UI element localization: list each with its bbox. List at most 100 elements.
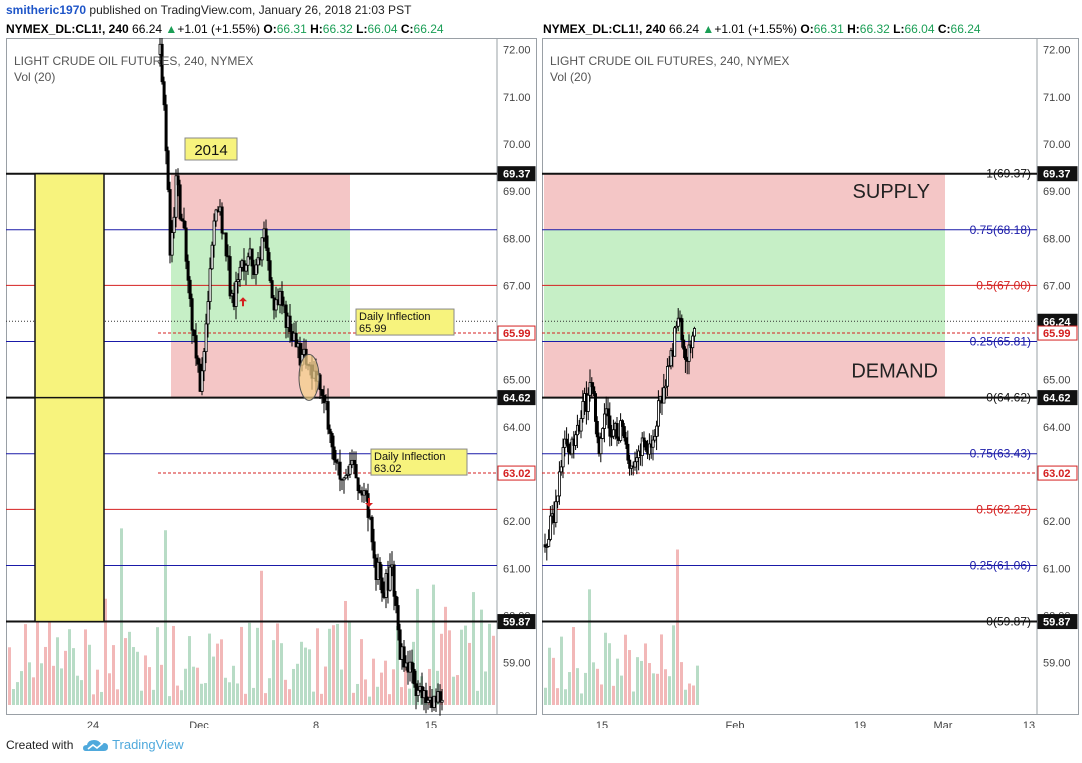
candle-body xyxy=(370,516,374,543)
author-link[interactable]: smitheric1970 xyxy=(6,3,87,17)
left-chart[interactable]: 72.0071.0070.0069.0068.0067.0066.0065.00… xyxy=(6,38,537,728)
candle-body xyxy=(653,435,657,441)
volume-bar xyxy=(356,683,359,705)
volume-bar xyxy=(396,626,399,705)
candle-body xyxy=(244,264,248,272)
candle-body xyxy=(610,435,614,438)
volume-bar xyxy=(560,636,563,705)
tradingview-brand-link[interactable]: TradingView xyxy=(112,737,184,752)
left-low: 66.04 xyxy=(367,22,398,36)
candle-body xyxy=(416,689,420,697)
y-tick-label: 64.00 xyxy=(1043,422,1071,434)
candle-body xyxy=(220,206,224,234)
left-high: 66.32 xyxy=(322,22,353,36)
volume-bar xyxy=(148,667,151,705)
candle-body xyxy=(190,298,194,331)
chart-title: LIGHT CRUDE OIL FUTURES, 240, NYMEX xyxy=(14,54,253,68)
price-label-box xyxy=(497,325,536,341)
candle-body xyxy=(414,683,418,697)
volume-bar xyxy=(352,692,355,705)
candle-body xyxy=(348,464,352,475)
price-label-text: 69.37 xyxy=(503,169,531,181)
volume-bar xyxy=(24,624,27,705)
candle-body xyxy=(402,646,406,668)
tradingview-cloud-icon xyxy=(82,739,108,751)
volume-bar xyxy=(440,633,443,705)
volume-bar xyxy=(240,626,243,705)
volume-bar xyxy=(76,675,79,705)
volume-bar xyxy=(200,683,203,705)
volume-bar xyxy=(624,634,627,705)
x-tick-label: 19 xyxy=(854,720,866,728)
fib-level-label: 0.25(61.06) xyxy=(970,558,1031,572)
volume-bar xyxy=(40,663,43,705)
left-open: 66.31 xyxy=(276,22,307,36)
y-tick-label: 59.00 xyxy=(503,658,531,670)
volume-bar xyxy=(88,644,91,705)
left-symbol-line: NYMEX_DL:CL1!, 240 66.24 ▲+1.01 (+1.55%)… xyxy=(6,22,444,36)
candle-body xyxy=(644,440,648,451)
zone-supply-0 xyxy=(171,173,350,230)
price-label-text: 69.37 xyxy=(1043,169,1071,181)
volume-bar xyxy=(672,625,675,705)
candle-body xyxy=(372,541,376,559)
candle-body xyxy=(344,475,348,479)
volume-bar xyxy=(104,598,107,705)
candle-body xyxy=(426,699,430,704)
volume-bar xyxy=(608,643,611,705)
volume-bar xyxy=(484,671,487,705)
volume-bar xyxy=(256,627,259,705)
volume-bar xyxy=(8,647,11,705)
candle-body xyxy=(624,437,628,445)
zone-label-demand: DEMAND xyxy=(851,360,938,382)
volume-bar xyxy=(404,667,407,705)
candle-body xyxy=(380,577,384,594)
volume-bar xyxy=(64,650,67,705)
candle-body xyxy=(178,184,182,220)
candle-body xyxy=(238,266,242,281)
volume-bar xyxy=(688,683,691,705)
volume-bar xyxy=(468,642,471,705)
candle-body xyxy=(288,315,292,332)
candle-body xyxy=(176,175,180,186)
candle-body xyxy=(628,459,632,469)
candle-body xyxy=(655,425,659,437)
candle-body xyxy=(188,279,192,300)
volume-bar xyxy=(572,627,575,705)
price-label-text: 59.87 xyxy=(503,617,531,629)
volume-bar xyxy=(596,668,599,705)
price-label-box xyxy=(1037,325,1078,341)
y-tick-label: 69.00 xyxy=(503,186,531,198)
price-label-box xyxy=(497,390,536,406)
volume-bar xyxy=(280,643,283,705)
volume-bar xyxy=(452,676,455,705)
right-chart[interactable]: 1(69.37) 0.75(68.18) 0.5(67.00) 0.25(65.81)… xyxy=(542,38,1079,728)
candle-body xyxy=(557,471,561,497)
volume-bar xyxy=(332,625,335,705)
candle-body xyxy=(260,237,264,261)
fib-level-label: 0.5(62.25) xyxy=(976,502,1031,516)
volume-bar xyxy=(668,676,671,705)
candle-body xyxy=(184,227,188,262)
candle-body xyxy=(676,317,680,327)
volume-bar xyxy=(128,631,131,705)
price-label-box xyxy=(1037,465,1078,481)
candle-body xyxy=(280,290,284,306)
volume-bar xyxy=(552,657,555,705)
volume-bar xyxy=(116,689,119,705)
y-tick-label: 62.00 xyxy=(503,516,531,528)
volume-bar xyxy=(368,696,371,705)
volume-bar xyxy=(296,663,299,705)
right-close: 66.24 xyxy=(950,22,981,36)
candle-body xyxy=(254,264,258,275)
fib-level-label: 0.5(67.00) xyxy=(976,278,1031,292)
y-tick-label: 68.00 xyxy=(503,233,531,245)
volume-bar xyxy=(16,682,19,705)
volume-bar xyxy=(600,684,603,705)
volume-bar xyxy=(544,687,547,705)
volume-bar xyxy=(288,689,291,705)
volume-bar xyxy=(108,673,111,705)
price-label-box xyxy=(1037,390,1078,406)
candle-body xyxy=(224,232,228,257)
fib-level-label: 0(64.62) xyxy=(986,391,1031,405)
